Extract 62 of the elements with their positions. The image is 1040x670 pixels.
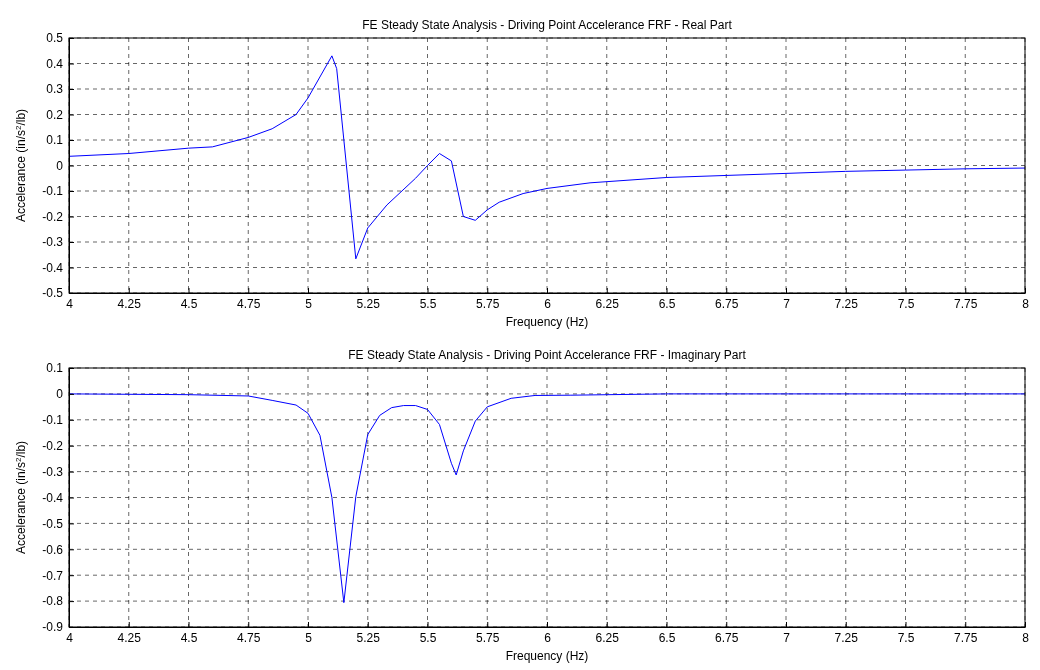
x-tick-label: 5 <box>305 630 313 645</box>
x-tick-label: 6.5 <box>658 630 676 645</box>
x-tick-label: 6.75 <box>715 630 739 645</box>
x-tick-label: 4.5 <box>180 296 198 311</box>
line-series <box>68 393 1026 604</box>
x-tick-label: 7.25 <box>834 630 859 645</box>
y-tick-label: -0.5 <box>42 286 64 301</box>
y-tick-label: -0.1 <box>42 184 64 199</box>
y-tick-label: 0.5 <box>46 31 64 46</box>
x-tick-label: 7.5 <box>897 630 915 645</box>
x-tick-label: 5.75 <box>476 296 500 311</box>
y-tick-label: -0.3 <box>42 464 64 479</box>
y-tick-label: -0.2 <box>42 439 64 454</box>
line-series <box>68 55 1026 260</box>
y-tick-label: -0.4 <box>42 260 64 275</box>
x-tick-label: 6.25 <box>595 296 620 311</box>
chart-title: FE Steady State Analysis - Driving Point Accelerance FRF - Real Part <box>362 18 733 32</box>
x-tick-label: 4.25 <box>117 630 142 645</box>
x-tick-label: 5.5 <box>419 296 437 311</box>
x-tick-label: 7.75 <box>954 296 978 311</box>
x-tick-label: 6 <box>544 296 552 311</box>
y-tick-label: -0.6 <box>42 542 64 557</box>
x-tick-label: 4 <box>66 630 74 645</box>
y-tick-label: -0.8 <box>42 594 64 609</box>
x-tick-label: 5.75 <box>476 630 500 645</box>
y-tick-label: -0.1 <box>42 413 64 428</box>
x-tick-label: 6.75 <box>715 296 739 311</box>
x-tick-label: 8 <box>1022 630 1030 645</box>
x-tick-label: 6.5 <box>658 296 676 311</box>
y-tick-label: 0.1 <box>46 361 64 376</box>
x-axis-title: Frequency (Hz) <box>505 315 589 329</box>
x-axis-title: Frequency (Hz) <box>505 649 589 663</box>
x-tick-label: 7.5 <box>897 296 915 311</box>
x-tick-label: 4.75 <box>237 630 261 645</box>
x-tick-label: 7.25 <box>834 296 859 311</box>
x-tick-label: 8 <box>1022 296 1030 311</box>
y-tick-label: 0.2 <box>46 107 64 122</box>
y-tick-label: -0.2 <box>42 209 64 224</box>
x-tick-label: 4.5 <box>180 630 198 645</box>
chart-title: FE Steady State Analysis - Driving Point Accelerance FRF - Imaginary Part <box>348 348 747 362</box>
x-tick-label: 5 <box>305 296 313 311</box>
x-tick-label: 6 <box>544 630 552 645</box>
y-tick-label: 0.3 <box>46 82 64 97</box>
y-tick-label: 0.4 <box>46 56 64 71</box>
x-tick-label: 6.25 <box>595 630 620 645</box>
x-tick-label: 5.25 <box>356 296 381 311</box>
x-tick-label: 4.75 <box>237 296 261 311</box>
y-tick-label: -0.4 <box>42 490 64 505</box>
x-tick-label: 7.75 <box>954 630 978 645</box>
y-tick-label: -0.5 <box>42 516 64 531</box>
x-tick-label: 5.25 <box>356 630 381 645</box>
y-tick-label: 0.1 <box>46 133 64 148</box>
y-tick-label: -0.3 <box>42 235 64 250</box>
y-tick-label: -0.7 <box>42 568 64 583</box>
x-tick-label: 4.25 <box>117 296 142 311</box>
x-tick-label: 4 <box>66 296 74 311</box>
x-tick-label: 7 <box>783 630 791 645</box>
y-tick-label: 0 <box>56 387 64 402</box>
y-tick-label: -0.9 <box>42 620 64 635</box>
y-tick-label: 0 <box>56 158 64 173</box>
x-tick-label: 7 <box>783 296 791 311</box>
x-tick-label: 5.5 <box>419 630 437 645</box>
